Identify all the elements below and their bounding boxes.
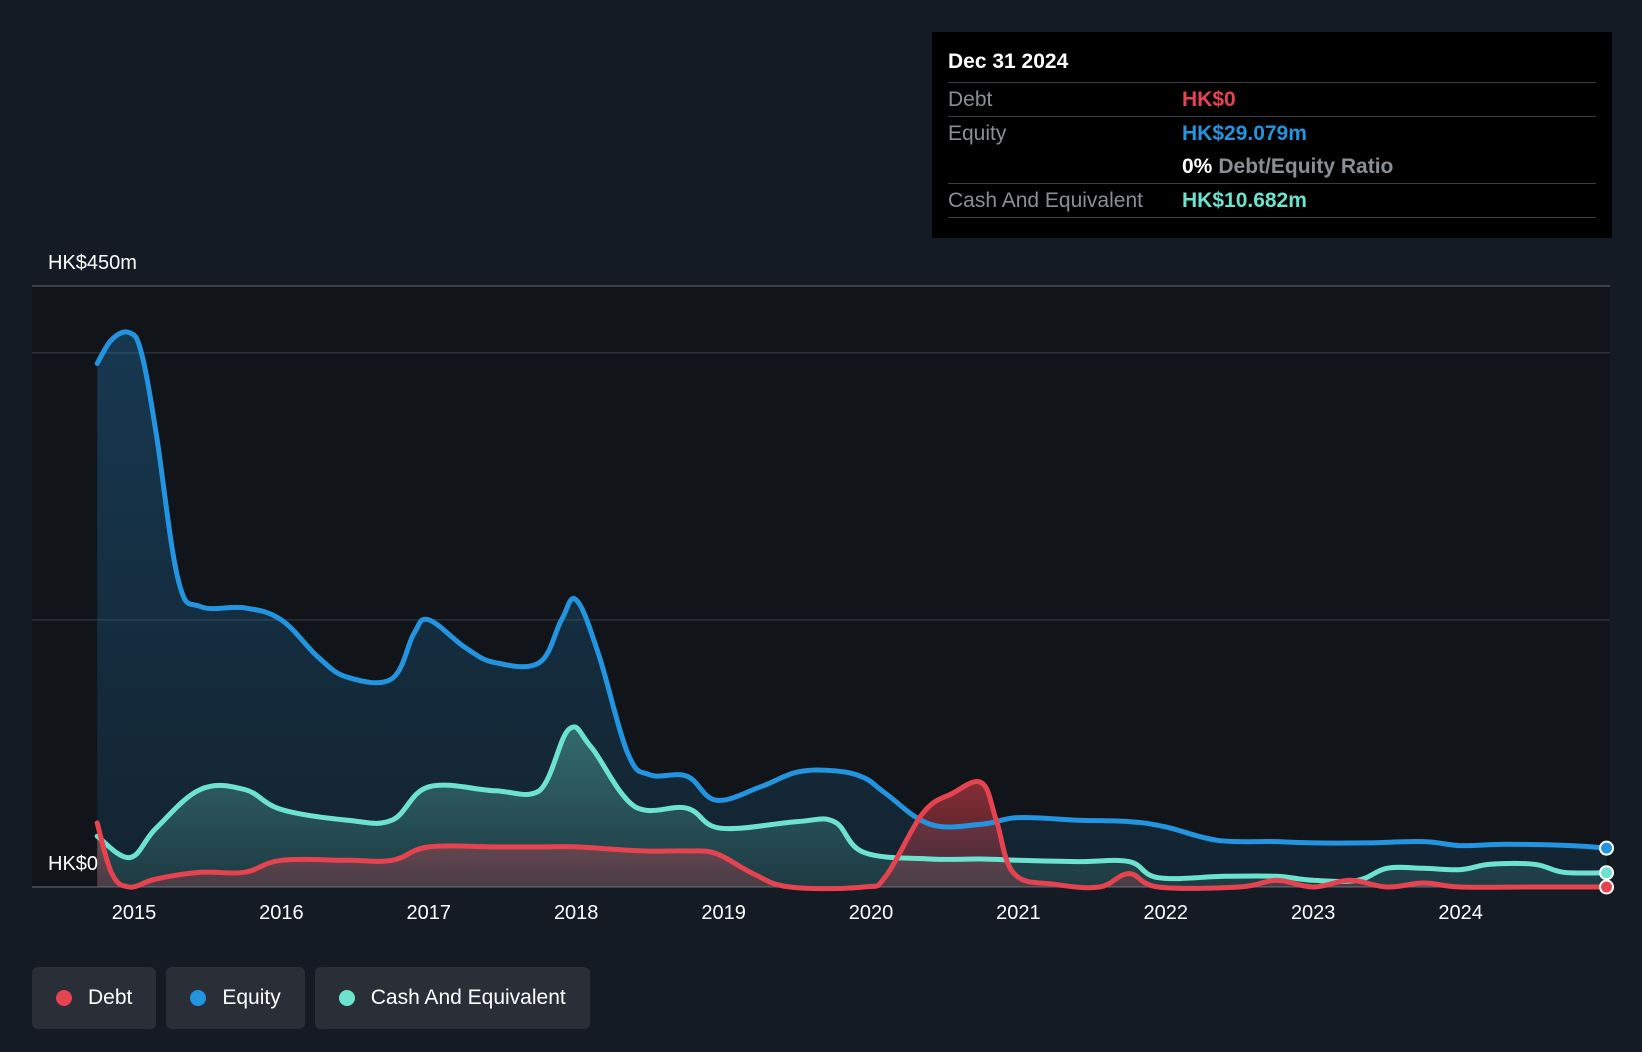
x-tick-label-2015: 2015	[112, 902, 157, 924]
tooltip-equity-row: Equity HK$29.079m	[948, 117, 1596, 150]
y-axis-min-label: HK$0	[48, 853, 98, 875]
x-tick-label-2017: 2017	[407, 902, 452, 924]
tooltip-debt-value: HK$0	[1182, 88, 1236, 111]
tooltip-debt-label: Debt	[948, 88, 993, 111]
cash-dot-icon	[338, 990, 355, 1006]
legend-item-cash[interactable]: Cash And Equivalent	[314, 967, 590, 1029]
legend-label-cash: Cash And Equivalent	[370, 986, 566, 1009]
x-axis-ticks: 2015 2016 2017 2018 2019 2020 2021 2022 2023 2024	[112, 902, 1483, 924]
x-tick-label-2024: 2024	[1438, 902, 1483, 924]
y-axis-max-label: HK$450m	[48, 252, 137, 274]
legend: Debt Equity Cash And Equivalent	[32, 967, 590, 1029]
tooltip-debt-row: Debt HK$0	[948, 83, 1596, 117]
cash-line	[94, 724, 1609, 884]
x-tick-label-2016: 2016	[259, 902, 304, 924]
tooltip-ratio-spacer	[948, 150, 1182, 183]
tooltip-date: Dec 31 2024	[948, 46, 1596, 83]
debt-area	[97, 781, 1607, 889]
series-lines	[94, 329, 1609, 892]
equity-end-marker	[1599, 840, 1615, 856]
equity-area	[97, 331, 1607, 887]
cash-end-marker	[1599, 865, 1615, 881]
tooltip-equity-value: HK$29.079m	[1182, 122, 1307, 145]
debt-dot-icon	[56, 990, 72, 1006]
x-tick-label-2020: 2020	[849, 902, 894, 924]
tooltip-ratio-row: 0% Debt/Equity Ratio	[948, 150, 1596, 184]
legend-label-equity: Equity	[222, 986, 281, 1009]
tooltip-panel: Dec 31 2024 Debt HK$0 Equity HK$29.079m …	[932, 32, 1612, 238]
tooltip-cash-value: HK$10.682m	[1182, 189, 1307, 212]
equity-dot-icon	[190, 990, 207, 1006]
tooltip-cash-row: Cash And Equivalent HK$10.682m	[948, 184, 1596, 218]
tooltip-cash-label: Cash And Equivalent	[948, 189, 1143, 212]
x-tick-label-2021: 2021	[996, 902, 1041, 924]
x-tick-label-2018: 2018	[554, 902, 599, 924]
x-tick-label-2022: 2022	[1144, 902, 1189, 924]
legend-item-equity[interactable]: Equity	[166, 967, 305, 1029]
tooltip-ratio-label: Debt/Equity Ratio	[1218, 155, 1394, 178]
legend-label-debt: Debt	[88, 986, 133, 1009]
x-tick-label-2019: 2019	[701, 902, 746, 924]
debt-line	[94, 779, 1609, 892]
x-tick-label-2023: 2023	[1291, 902, 1336, 924]
tooltip-equity-label: Equity	[948, 122, 1007, 145]
legend-item-debt[interactable]: Debt	[32, 967, 157, 1029]
debt-end-marker	[1599, 879, 1615, 895]
equity-line	[94, 329, 1609, 851]
end-markers	[1599, 840, 1615, 895]
tooltip-ratio-value: 0%	[1182, 155, 1213, 178]
